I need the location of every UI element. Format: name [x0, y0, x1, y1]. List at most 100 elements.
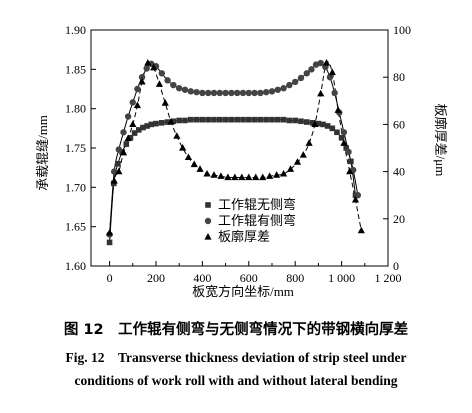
data-point-circle — [187, 88, 194, 95]
data-point-square — [240, 116, 246, 123]
data-point-square — [298, 118, 304, 125]
data-point-triangle — [340, 139, 348, 146]
data-point-square — [303, 119, 310, 125]
y-axis-left-label: 承载辊缝/mm — [35, 115, 50, 191]
data-point-square — [324, 123, 331, 129]
data-point-circle — [124, 113, 132, 120]
data-point-triangle — [119, 148, 128, 156]
y-left-tick-label: 1.65 — [65, 220, 86, 234]
data-point-triangle — [299, 151, 307, 158]
legend-marker-square — [205, 202, 211, 208]
data-point-triangle — [167, 118, 175, 125]
data-point-circle — [216, 89, 223, 97]
data-point-triangle — [217, 172, 225, 179]
data-point-triangle — [196, 165, 204, 172]
data-point-triangle — [231, 173, 239, 181]
data-point-circle — [239, 89, 247, 97]
y-right-tick-label: 60 — [393, 117, 405, 131]
data-point-triangle — [328, 68, 336, 76]
data-point-square — [234, 116, 240, 123]
data-point-square — [228, 116, 235, 123]
data-point-square — [280, 116, 287, 123]
y-left-tick-label: 1.60 — [65, 259, 86, 273]
data-point-square — [193, 116, 200, 123]
data-point-square — [269, 116, 275, 123]
data-point-circle — [129, 99, 136, 106]
legend-label: 板廓厚差 — [218, 229, 270, 244]
data-point-triangle — [144, 59, 152, 66]
data-point-triangle — [259, 173, 267, 181]
figure-caption-en-line2: conditions of work roll with and without… — [74, 373, 398, 388]
data-point-circle — [210, 89, 218, 97]
y-right-tick-label: 20 — [393, 212, 405, 226]
data-point-square — [309, 120, 316, 126]
data-point-square — [115, 160, 121, 167]
y-right-tick-label: 100 — [393, 23, 411, 37]
data-point-circle — [193, 88, 200, 96]
data-point-triangle — [322, 59, 331, 66]
data-point-square — [245, 116, 252, 123]
data-point-square — [343, 145, 350, 151]
data-point-square — [199, 116, 206, 123]
data-point-triangle — [173, 132, 181, 139]
data-point-square — [274, 116, 281, 123]
data-point-square — [348, 158, 354, 165]
figure-caption-en-line1: Fig. 12 Transverse thickness deviation o… — [65, 350, 407, 365]
data-point-circle — [233, 89, 241, 97]
data-point-triangle — [210, 171, 218, 178]
data-point-circle — [181, 86, 189, 93]
data-point-circle — [170, 81, 177, 89]
data-point-circle — [303, 70, 310, 77]
y-right-tick-label: 80 — [393, 70, 405, 84]
data-point-square — [222, 116, 229, 123]
y-left-tick-label: 1.70 — [65, 180, 86, 194]
data-point-circle — [134, 85, 141, 93]
data-point-square — [164, 119, 171, 125]
data-point-circle — [326, 74, 334, 81]
data-point-square — [123, 141, 130, 147]
data-point-square — [135, 127, 142, 133]
data-point-circle — [222, 89, 229, 97]
data-point-circle — [297, 74, 305, 82]
data-point-triangle — [203, 169, 211, 177]
y-axis-right-label: 板廓厚差/μm — [433, 104, 448, 177]
x-tick-label: 600 — [240, 271, 258, 285]
data-point-square — [334, 129, 340, 136]
data-point-square — [216, 116, 223, 123]
data-point-circle — [115, 146, 123, 153]
y-left-tick-label: 1.85 — [65, 62, 86, 76]
data-point-circle — [291, 78, 299, 86]
x-tick-label: 1 200 — [375, 271, 402, 285]
data-point-triangle — [286, 165, 295, 172]
data-point-circle — [308, 66, 315, 73]
data-point-circle — [331, 89, 338, 97]
data-point-square — [211, 116, 217, 123]
data-point-triangle — [311, 120, 319, 127]
legend-label: 工作辊无侧弯 — [218, 197, 296, 212]
data-point-circle — [164, 77, 171, 84]
data-point-circle — [175, 85, 183, 92]
x-tick-label: 200 — [147, 271, 165, 285]
data-point-square — [251, 116, 258, 123]
data-point-square — [315, 120, 322, 127]
data-point-square — [320, 121, 326, 128]
data-point-circle — [354, 192, 362, 199]
data-point-triangle — [266, 172, 274, 179]
data-point-square — [187, 116, 194, 123]
data-point-circle — [120, 129, 127, 136]
y-left-tick-label: 1.90 — [65, 23, 86, 37]
data-point-square — [131, 130, 138, 136]
y-left-tick-label: 1.75 — [65, 141, 86, 155]
data-point-circle — [138, 74, 146, 81]
data-point-triangle — [124, 134, 132, 142]
data-point-triangle — [161, 99, 169, 106]
data-point-triangle — [317, 89, 325, 97]
data-point-triangle — [184, 153, 193, 161]
data-point-square — [144, 123, 150, 129]
data-point-triangle — [273, 171, 281, 178]
data-point-square — [205, 116, 211, 123]
data-point-circle — [257, 89, 264, 97]
data-point-circle — [199, 89, 206, 97]
data-point-triangle — [293, 158, 302, 165]
